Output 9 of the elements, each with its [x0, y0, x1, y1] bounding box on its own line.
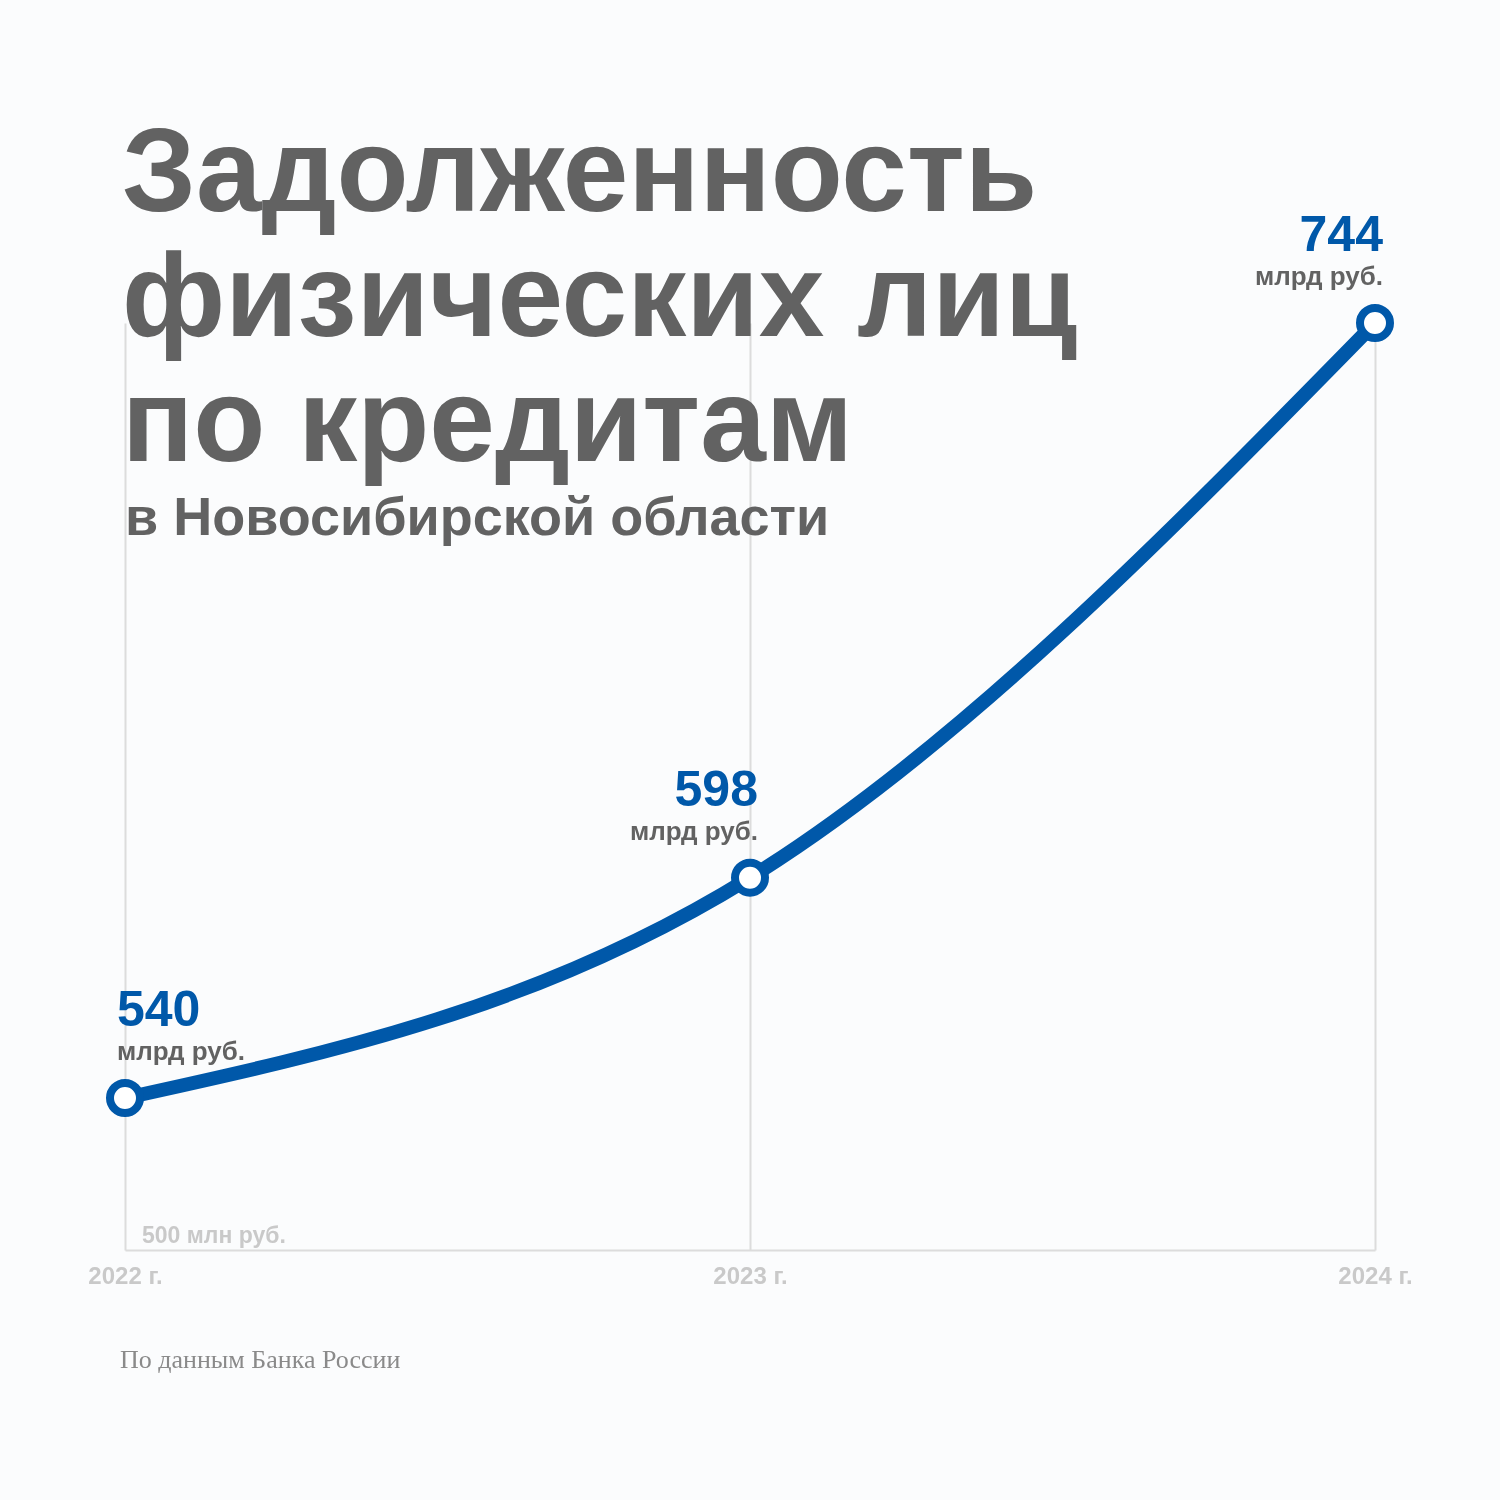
annotation: млрд руб.	[630, 815, 758, 846]
data-label: 598	[674, 760, 758, 817]
data-label: 744	[1299, 206, 1384, 262]
text: По данным Банка России	[120, 1345, 401, 1375]
annotation: млрд руб.	[117, 1036, 245, 1067]
chart-title: Задолженность физических лиц по кредитам	[122, 104, 1079, 487]
annotation: млрд руб.	[1255, 261, 1383, 291]
data-label: 540	[117, 981, 201, 1038]
text: в Новосибирской области	[125, 486, 830, 547]
